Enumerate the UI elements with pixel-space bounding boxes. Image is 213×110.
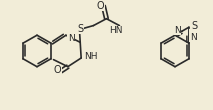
Text: N: N [173,25,180,34]
Text: N: N [68,34,75,43]
Text: O: O [54,65,62,75]
Text: NH: NH [84,51,98,61]
Text: HN: HN [109,26,122,35]
Text: N: N [174,26,181,35]
Text: O: O [97,1,104,11]
Text: S: S [77,24,83,34]
Text: S: S [190,30,196,39]
Text: S: S [191,21,197,31]
Text: N: N [190,33,197,42]
